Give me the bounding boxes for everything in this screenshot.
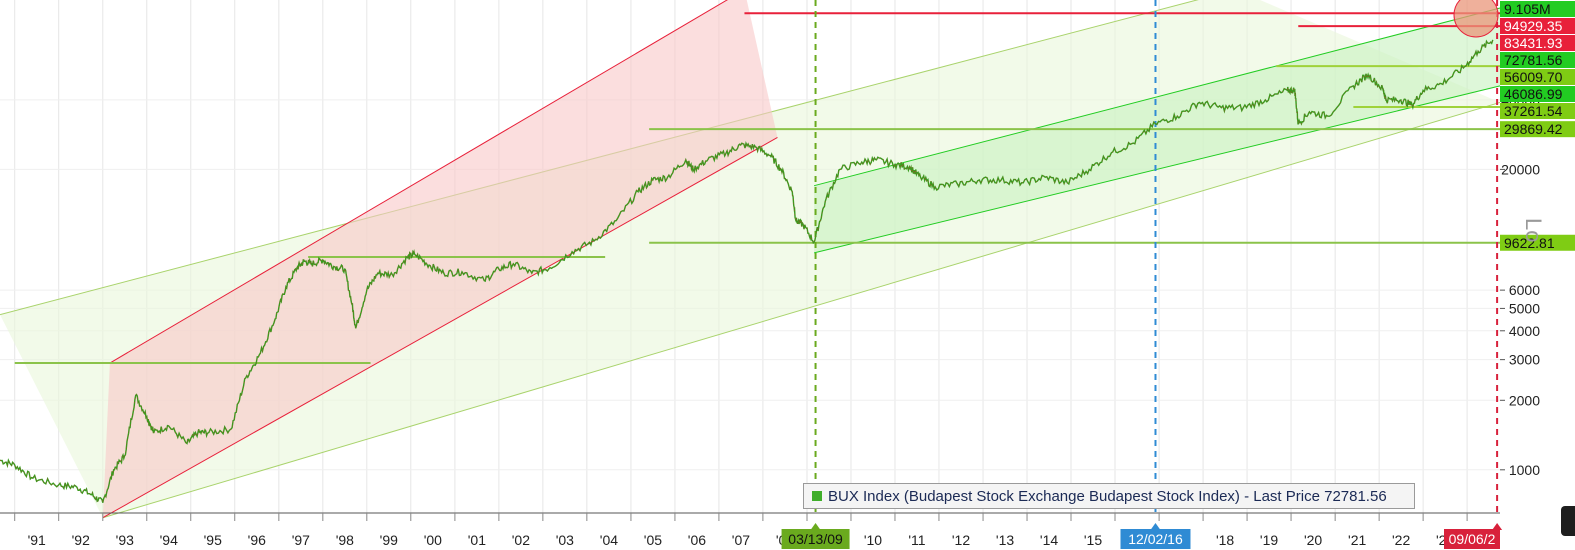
price-label-text: 83431.93 (1504, 35, 1563, 51)
price-label: 56009.70 (1500, 69, 1575, 85)
price-label-text: 29869.42 (1504, 121, 1563, 137)
price-label-background (1500, 234, 1575, 251)
price-line-down-ticks (0, 39, 1494, 503)
y-tick-label: 2000 (1509, 392, 1540, 408)
price-label: 9622.81 (1500, 234, 1575, 251)
x-tick-label: '11 (908, 532, 925, 548)
price-label: 29869.42 (1500, 121, 1575, 137)
x-tick-label: '13 (996, 532, 1014, 548)
price-label-text: 94929.35 (1504, 18, 1563, 34)
x-tick-label: '01 (468, 532, 486, 548)
y-tick-label: 3000 (1509, 352, 1540, 368)
legend-swatch (812, 491, 822, 501)
x-tick-label: '15 (1084, 532, 1102, 548)
price-label-background (1500, 103, 1575, 119)
price-label: 94929.35 (1500, 18, 1575, 34)
price-label-text: 72781.56 (1504, 52, 1563, 68)
x-tick-label: '96 (248, 532, 266, 548)
price-label-background (1500, 86, 1575, 102)
price-label-background (1500, 121, 1575, 138)
x-tick-label: '00 (424, 532, 442, 548)
x-tick-label: '07 (732, 532, 750, 548)
x-tick-label: '93 (116, 532, 134, 548)
price-label: 46086.99 (1500, 86, 1575, 102)
x-tick-label: '99 (380, 532, 398, 548)
date-marker-lines (814, 0, 1499, 513)
x-tick-label: '05 (644, 532, 662, 548)
channel-upper-line (813, 7, 1501, 187)
price-series (0, 39, 1494, 503)
channel-upper-line (109, 0, 728, 364)
x-tick-label: '04 (600, 532, 618, 548)
x-tick-label: '21 (1348, 532, 1366, 548)
channel-lower-line (102, 137, 778, 519)
x-tick-label: '02 (512, 532, 530, 548)
x-tick-label: '18 (1216, 532, 1234, 548)
price-label-text: 9622.81 (1504, 235, 1555, 251)
y-tick-label: 5000 (1509, 300, 1540, 316)
x-tick-label: '03 (556, 532, 574, 548)
x-tick-label: '12 (952, 532, 970, 548)
date-marker-badge-label: 12/02/16 (1128, 531, 1183, 547)
date-marker-badge: 12/02/16 (1120, 523, 1191, 549)
x-tick-label: '91 (28, 532, 46, 548)
x-tick-label: '19 (1260, 532, 1278, 548)
chart-legend: BUX Index (Budapest Stock Exchange Budap… (803, 483, 1415, 509)
y-tick-label: 20000 (1501, 161, 1540, 177)
price-label: 9.105M (1500, 1, 1575, 17)
date-marker-badge-background (1444, 529, 1500, 549)
price-label-text: 56009.70 (1504, 69, 1563, 85)
channel-lower-line (813, 85, 1501, 254)
current-price-highlight (1453, 0, 1499, 38)
date-marker-pointer (810, 523, 821, 530)
date-marker-badge-background (1120, 529, 1191, 549)
horizontal-levels (14, 12, 1500, 365)
x-tick-label: '10 (864, 532, 882, 548)
y-axis-ticks: 1000200030004000500060002000040000 (1500, 92, 1540, 478)
channel-fill (814, 8, 1500, 253)
y-tick-label: 6000 (1509, 282, 1540, 298)
date-marker-badge-label: 09/06/2 (1449, 531, 1496, 547)
date-marker-badge-label: 03/13/09 (788, 531, 843, 547)
x-axis: '91 '92 '93 '94 '95 '96 '97 '98 '99 '00 '01 '02 '03 '… (0, 512, 1503, 549)
date-marker-badge: 03/13/09 (781, 523, 850, 549)
price-label: 37261.54 (1500, 103, 1575, 119)
x-tick-label: '95 (204, 532, 222, 548)
price-label-background (1500, 52, 1575, 68)
x-tick-label: '97 (292, 532, 310, 548)
panel-toggle-icon[interactable] (1561, 506, 1575, 536)
legend-label: BUX Index (Budapest Stock Exchange Budap… (828, 487, 1387, 505)
channel-fill (102, 0, 778, 518)
channel-lower-line (102, 101, 1501, 519)
x-tick-label: '20 (1304, 532, 1322, 548)
date-marker-badge-background (781, 529, 850, 549)
date-marker-pointer (1150, 523, 1161, 530)
price-label-background (1500, 1, 1575, 17)
price-label: 72781.56 (1500, 52, 1575, 68)
price-labels: 9.105M94929.3583431.9372781.5656009.7046… (1500, 1, 1575, 251)
date-marker-badge: 09/06/2 (1444, 523, 1503, 549)
x-tick-label: '98 (336, 532, 354, 548)
price-label-background (1500, 69, 1575, 85)
x-tick-label: '06 (688, 532, 706, 548)
date-marker-pointer (1492, 523, 1503, 530)
x-tick-label: '22 (1392, 532, 1410, 548)
y-tick-label: 4000 (1509, 323, 1540, 339)
price-label-text: 37261.54 (1504, 103, 1563, 119)
y-tick-label: 1000 (1509, 462, 1540, 478)
price-label-text: 46086.99 (1504, 86, 1563, 102)
x-tick-label: '92 (72, 532, 90, 548)
price-label-background (1500, 35, 1575, 51)
x-tick-label: '14 (1040, 532, 1058, 548)
price-label-background (1500, 18, 1575, 34)
price-label: 83431.93 (1500, 35, 1575, 51)
y-axis-title: Lo (1521, 218, 1546, 243)
x-tick-label: '94 (160, 532, 178, 548)
price-label-text: 9.105M (1504, 1, 1551, 17)
